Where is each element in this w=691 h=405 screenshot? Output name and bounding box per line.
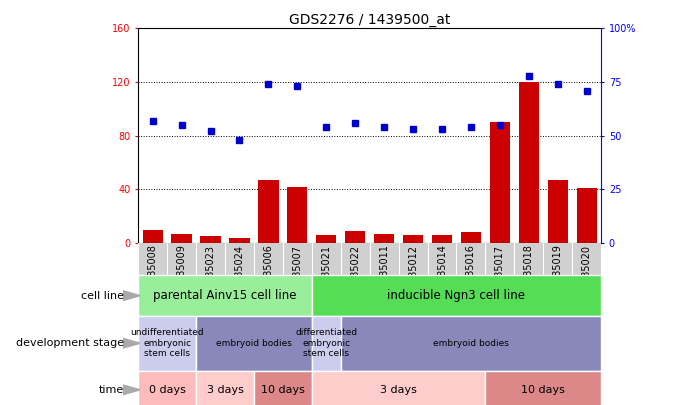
Bar [490, 122, 510, 243]
Bar [316, 235, 337, 243]
Bar [138, 371, 196, 405]
Bar [432, 235, 452, 243]
Bar [312, 275, 601, 316]
Bar [138, 316, 196, 371]
Bar [485, 371, 601, 405]
Bar [196, 371, 254, 405]
Text: GSM85007: GSM85007 [292, 245, 303, 298]
Text: GSM85022: GSM85022 [350, 245, 360, 298]
Text: undifferentiated
embryonic
stem cells: undifferentiated embryonic stem cells [131, 328, 204, 358]
Text: time: time [99, 385, 124, 395]
Text: GSM85023: GSM85023 [205, 245, 216, 298]
Text: inducible Ngn3 cell line: inducible Ngn3 cell line [388, 289, 525, 302]
Bar [403, 235, 423, 243]
Text: embryoid bodies: embryoid bodies [216, 339, 292, 348]
Text: parental Ainv15 cell line: parental Ainv15 cell line [153, 289, 296, 302]
Bar [287, 187, 307, 243]
Bar [312, 316, 341, 371]
Text: GSM85008: GSM85008 [148, 245, 158, 298]
Text: 10 days: 10 days [522, 385, 565, 395]
Bar [461, 232, 481, 243]
Text: GSM85021: GSM85021 [321, 245, 331, 298]
Bar [254, 371, 312, 405]
Bar [374, 234, 395, 243]
Text: GSM85017: GSM85017 [495, 245, 505, 298]
Text: 3 days: 3 days [380, 385, 417, 395]
Text: GSM85014: GSM85014 [437, 245, 447, 298]
Bar [138, 275, 312, 316]
Bar [341, 316, 601, 371]
Text: differentiated
embryonic
stem cells: differentiated embryonic stem cells [295, 328, 357, 358]
Bar [142, 230, 163, 243]
Bar [258, 180, 278, 243]
Bar [229, 238, 249, 243]
Bar [576, 188, 597, 243]
Bar [312, 371, 485, 405]
Bar [519, 82, 539, 243]
Text: GSM85006: GSM85006 [263, 245, 274, 298]
Text: development stage: development stage [17, 338, 124, 348]
Title: GDS2276 / 1439500_at: GDS2276 / 1439500_at [289, 13, 451, 27]
Text: 10 days: 10 days [261, 385, 305, 395]
Bar [171, 234, 191, 243]
Text: GSM85018: GSM85018 [524, 245, 534, 298]
Bar [548, 180, 568, 243]
Text: embryoid bodies: embryoid bodies [433, 339, 509, 348]
Text: 3 days: 3 days [207, 385, 243, 395]
Text: 0 days: 0 days [149, 385, 186, 395]
Text: GSM85016: GSM85016 [466, 245, 476, 298]
Bar [200, 236, 220, 243]
Text: GSM85020: GSM85020 [582, 245, 591, 298]
Text: GSM85012: GSM85012 [408, 245, 418, 298]
Polygon shape [123, 291, 140, 301]
Text: GSM85024: GSM85024 [234, 245, 245, 298]
Text: GSM85009: GSM85009 [177, 245, 187, 298]
Polygon shape [123, 339, 140, 348]
Bar [345, 231, 366, 243]
Polygon shape [123, 385, 140, 394]
Text: GSM85011: GSM85011 [379, 245, 389, 298]
Bar [196, 316, 312, 371]
Text: cell line: cell line [82, 291, 124, 301]
Text: GSM85019: GSM85019 [553, 245, 562, 298]
